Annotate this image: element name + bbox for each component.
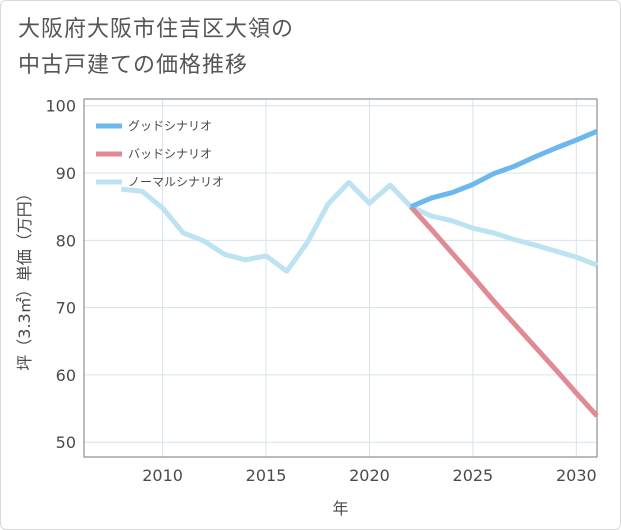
chart-title-line-2: 中古戸建ての価格推移 xyxy=(18,53,249,78)
series-lines xyxy=(120,128,599,418)
x-tick-label: 2010 xyxy=(142,466,183,485)
tick-labels: 50 60 70 80 90 100 2010 2015 2020 2025 2030 xyxy=(45,97,596,485)
y-tick-label: 50 xyxy=(56,433,76,452)
y-tick-label: 60 xyxy=(56,366,76,385)
y-tick-label: 90 xyxy=(56,164,76,183)
y-axis-title: 坪（3.3㎡）単価（万円） xyxy=(15,185,34,370)
x-tick-label: 2030 xyxy=(556,466,597,485)
y-tick-label: 80 xyxy=(56,231,76,250)
legend-label-normal: ノーマルシナリオ xyxy=(128,175,224,189)
x-tick-label: 2020 xyxy=(349,466,390,485)
x-tick-label: 2015 xyxy=(246,466,287,485)
chart-title-line-1: 大阪府大阪市住吉区大領の xyxy=(18,17,295,42)
x-tick-label: 2025 xyxy=(453,466,494,485)
x-axis-title: 年 xyxy=(332,499,348,518)
series-line-bad xyxy=(408,204,599,418)
y-tick-label: 100 xyxy=(45,97,76,116)
plot-area-border xyxy=(83,98,598,458)
legend-label-good: グッドシナリオ xyxy=(128,119,212,133)
chart-title: 大阪府大阪市住吉区大領の 中古戸建ての価格推移 xyxy=(18,12,294,84)
series-line-good xyxy=(409,128,598,209)
series-line-normal xyxy=(120,179,598,274)
legend-label-bad: バッドシナリオ xyxy=(128,147,212,161)
y-tick-label: 70 xyxy=(56,299,76,318)
